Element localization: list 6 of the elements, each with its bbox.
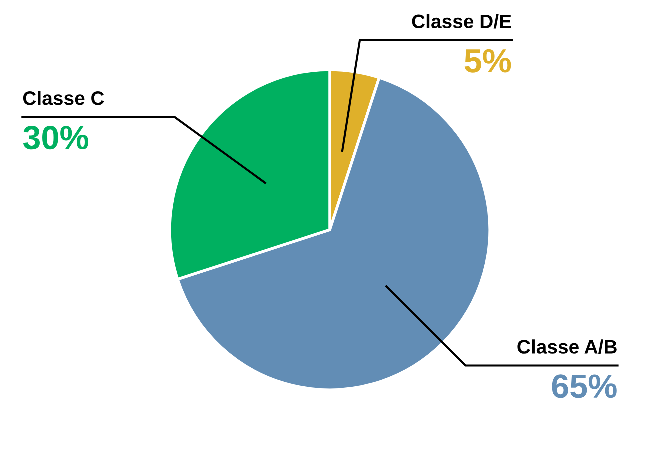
data-label: 65% xyxy=(552,374,617,398)
data-label: 5% xyxy=(464,49,512,73)
data-label: 30% xyxy=(23,126,89,150)
slice-label: Classe D/E xyxy=(412,14,512,29)
slice-label: Classe A/B xyxy=(518,340,617,354)
slice-label: Classe C xyxy=(23,91,104,106)
